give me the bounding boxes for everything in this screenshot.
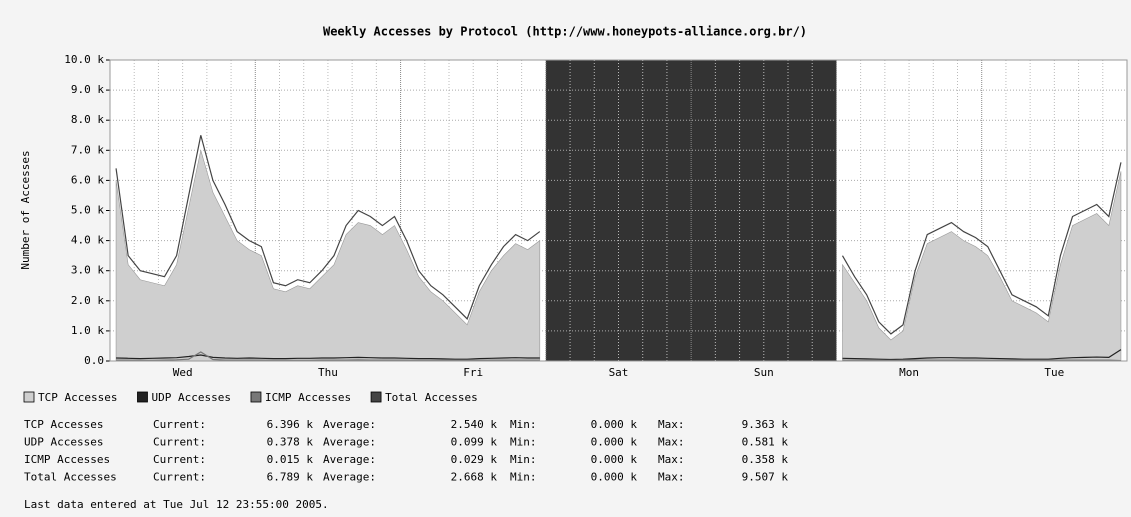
legend-swatch <box>137 392 147 402</box>
stats-cell: Current: <box>153 453 206 466</box>
stats-cell: Current: <box>153 436 206 449</box>
y-tick-label: 10.0 k <box>64 53 104 66</box>
stats-cell: UDP Accesses <box>24 436 103 449</box>
legend-swatch <box>251 392 261 402</box>
stats-cell: 0.378 k <box>267 436 314 449</box>
stats-cell: 0.000 k <box>591 418 638 431</box>
legend-label: UDP Accesses <box>151 391 230 404</box>
y-tick-label: 5.0 k <box>71 204 104 217</box>
legend-label: TCP Accesses <box>38 391 117 404</box>
y-tick-label: 9.0 k <box>71 83 104 96</box>
stats-cell: Min: <box>510 436 537 449</box>
stats-cell: 0.000 k <box>591 436 638 449</box>
stats-cell: 0.029 k <box>451 453 498 466</box>
stats-cell: Total Accesses <box>24 471 117 484</box>
stats-cell: 2.540 k <box>451 418 498 431</box>
y-tick-label: 4.0 k <box>71 234 104 247</box>
stats-cell: Current: <box>153 471 206 484</box>
stats-cell: 0.015 k <box>267 453 314 466</box>
legend-swatch <box>24 392 34 402</box>
footer: Last data entered at Tue Jul 12 23:55:00… <box>24 498 329 511</box>
stats-cell: Min: <box>510 471 537 484</box>
stats-cell: Max: <box>658 453 685 466</box>
x-tick-label: Sun <box>754 366 774 379</box>
y-tick-label: 6.0 k <box>71 173 104 186</box>
legend-swatch <box>371 392 381 402</box>
y-tick-label: 1.0 k <box>71 324 104 337</box>
stats-cell: 0.000 k <box>591 453 638 466</box>
stats-cell: Average: <box>323 436 376 449</box>
y-tick-label: 0.0 <box>84 354 104 367</box>
x-tick-label: Sat <box>609 366 629 379</box>
x-tick-label: Tue <box>1044 366 1064 379</box>
legend-label: ICMP Accesses <box>265 391 351 404</box>
stats-cell: ICMP Accesses <box>24 453 110 466</box>
y-tick-label: 8.0 k <box>71 113 104 126</box>
stats-cell: 9.363 k <box>742 418 789 431</box>
stats-cell: TCP Accesses <box>24 418 103 431</box>
stats-cell: Average: <box>323 453 376 466</box>
stats-cell: 9.507 k <box>742 471 789 484</box>
x-tick-label: Wed <box>173 366 193 379</box>
stats-cell: 0.358 k <box>742 453 789 466</box>
y-tick-label: 3.0 k <box>71 264 104 277</box>
x-tick-label: Mon <box>899 366 919 379</box>
stats-cell: Min: <box>510 453 537 466</box>
stats-cell: Max: <box>658 418 685 431</box>
stats-cell: Average: <box>323 418 376 431</box>
y-axis-label: Number of Accesses <box>19 150 32 269</box>
stats-cell: Max: <box>658 436 685 449</box>
stats-cell: 0.099 k <box>451 436 498 449</box>
chart-title: Weekly Accesses by Protocol (http://www.… <box>323 25 807 39</box>
stats-cell: 6.789 k <box>267 471 314 484</box>
legend-label: Total Accesses <box>385 391 478 404</box>
stats-cell: 0.581 k <box>742 436 789 449</box>
stats-cell: Current: <box>153 418 206 431</box>
x-tick-label: Fri <box>463 366 483 379</box>
stats-cell: 6.396 k <box>267 418 314 431</box>
y-tick-label: 7.0 k <box>71 143 104 156</box>
stats-cell: Min: <box>510 418 537 431</box>
stats-cell: 2.668 k <box>451 471 498 484</box>
stats-cell: 0.000 k <box>591 471 638 484</box>
stats-cell: Average: <box>323 471 376 484</box>
x-tick-label: Thu <box>318 366 338 379</box>
stats-cell: Max: <box>658 471 685 484</box>
y-tick-label: 2.0 k <box>71 294 104 307</box>
